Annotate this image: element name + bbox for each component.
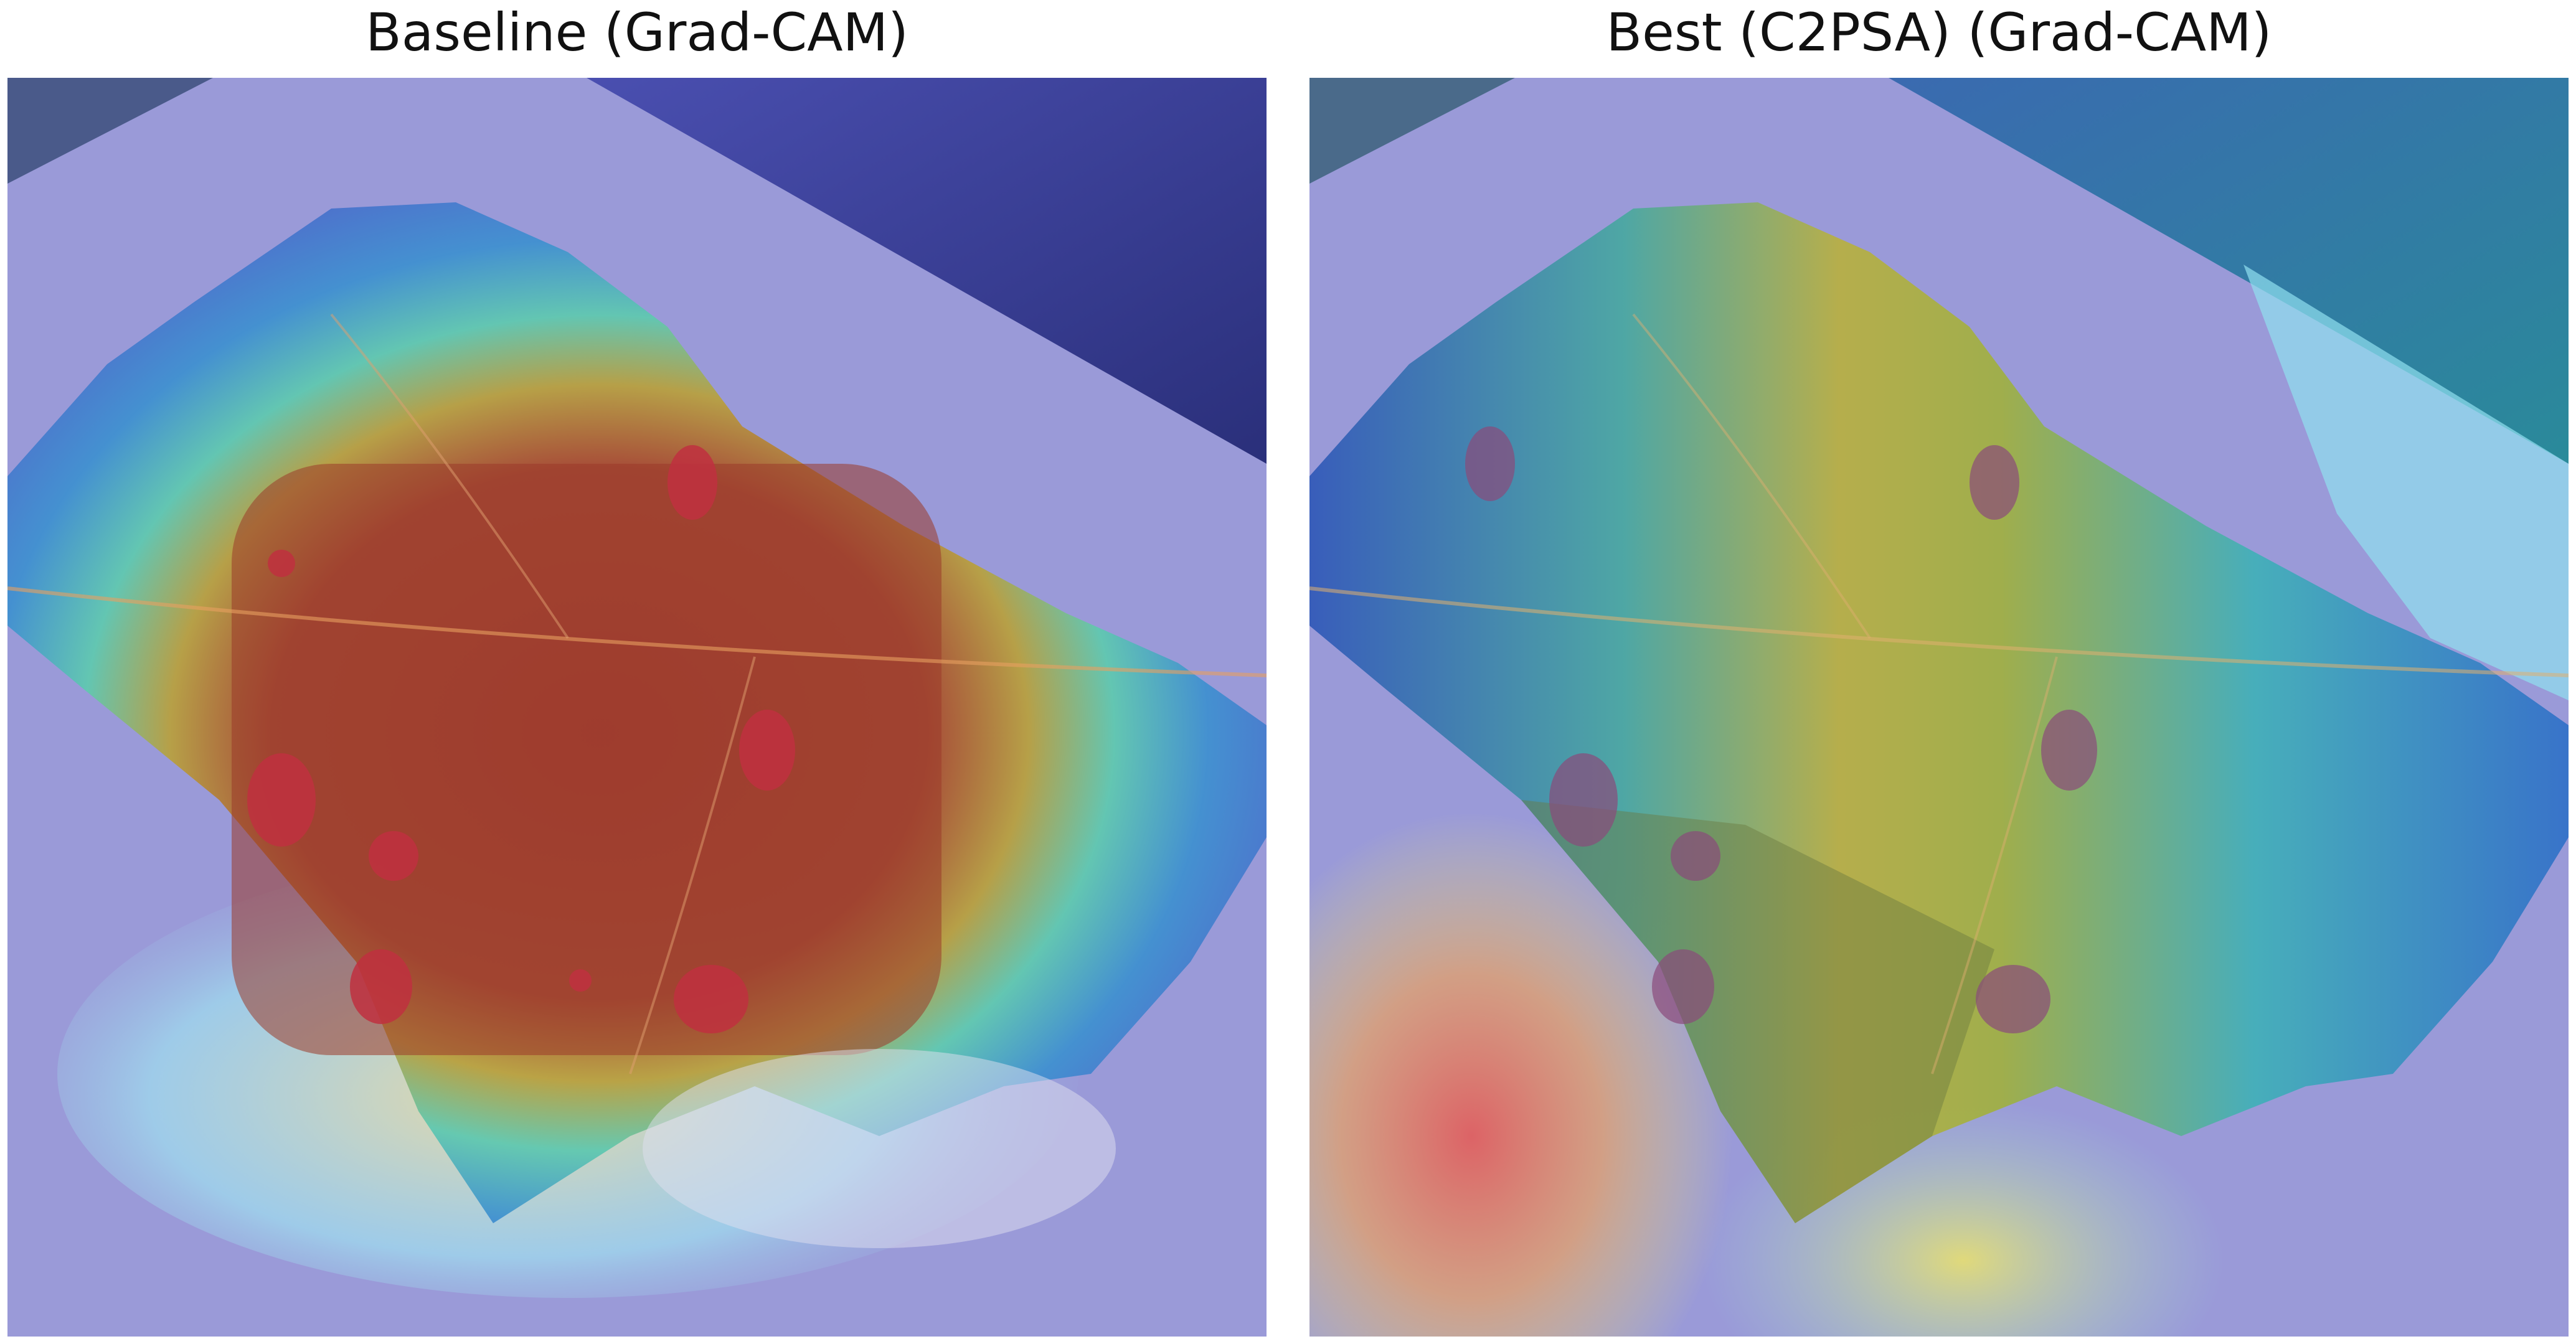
c2psa-heatmap-svg (1309, 78, 2569, 1337)
baseline-gradcam-image (7, 78, 1267, 1337)
baseline-panel-title: Baseline (Grad-CAM) (366, 2, 908, 63)
baseline-heatmap-svg (7, 78, 1267, 1337)
c2psa-panel: Best (C2PSA) (Grad-CAM) (1302, 0, 2576, 1344)
c2psa-panel-title: Best (C2PSA) (Grad-CAM) (1606, 2, 2272, 63)
c2psa-gradcam-image (1309, 78, 2569, 1337)
baseline-panel: Baseline (Grad-CAM) (0, 0, 1274, 1344)
